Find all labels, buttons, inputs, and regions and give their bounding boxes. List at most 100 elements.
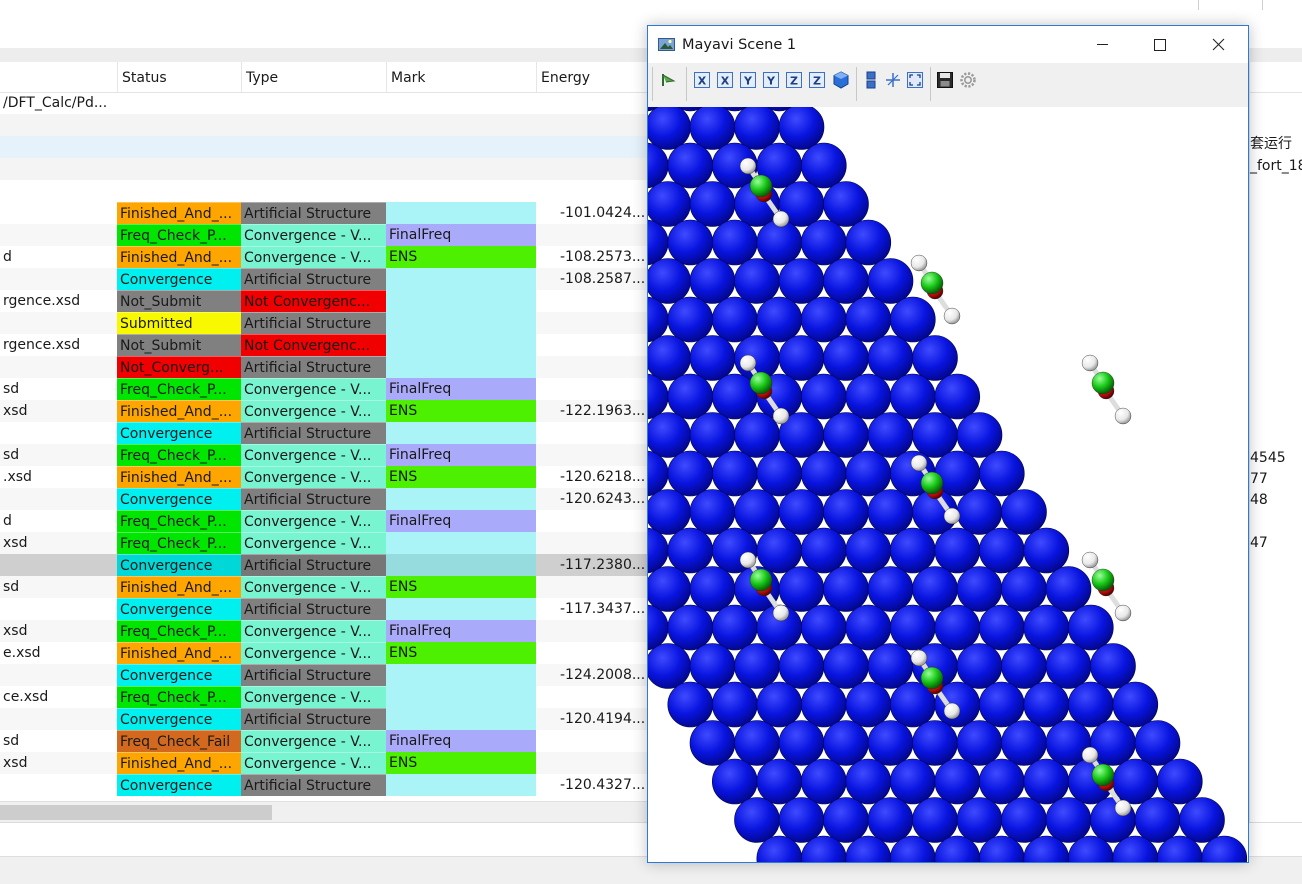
table-row[interactable]: Convergence Artificial Structure -117.3437… — [0, 598, 648, 620]
maximize-button[interactable] — [1131, 26, 1189, 63]
full-screen-button[interactable] — [906, 71, 924, 89]
table-row[interactable]: sd Freq_Check_Fail Convergence - V... Final… — [0, 730, 648, 752]
tree-row[interactable] — [0, 158, 648, 180]
isometric-view-icon — [833, 71, 849, 89]
column-header-energy[interactable]: Energy — [536, 62, 648, 92]
hydrogen-atom — [772, 407, 790, 425]
slab-atom — [648, 335, 691, 381]
table-row[interactable]: rgence.xsd Not_Submit Not Convergenc... — [0, 290, 648, 312]
table-row[interactable]: Convergence Artificial Structure -120.4327… — [0, 774, 648, 796]
name-cell — [0, 312, 117, 334]
mark-cell — [386, 334, 536, 356]
table-row[interactable]: Convergence Artificial Structure -108.2587… — [0, 268, 648, 290]
settings-button[interactable] — [959, 71, 977, 89]
molecular-structure-render[interactable] — [648, 107, 1248, 862]
slab-atom — [689, 107, 736, 150]
type-cell: Artificial Structure — [241, 664, 386, 686]
slab-atom — [1156, 758, 1203, 805]
view-z-minus-button[interactable]: Z — [808, 71, 826, 89]
table-row[interactable]: Convergence Artificial Structure — [0, 422, 648, 444]
table-row[interactable]: Convergence Artificial Structure -120.6243… — [0, 488, 648, 510]
table-row[interactable]: Finished_And_... Artificial Structure -101… — [0, 202, 648, 224]
table-row[interactable]: Submitted Artificial Structure — [0, 312, 648, 334]
slab-atom — [845, 219, 892, 266]
table-row[interactable]: xsd Finished_And_... Convergence - V... ENS… — [0, 400, 648, 422]
name-cell: d — [3, 513, 12, 529]
mark-cell — [386, 488, 536, 510]
toolbar-separator — [856, 67, 857, 101]
table-row[interactable]: sd Finished_And_... Convergence - V... ENS — [0, 576, 648, 598]
status-cell: Freq_Check_P... — [117, 224, 241, 246]
slab-atom — [801, 681, 847, 728]
slab-atom — [1045, 797, 1092, 843]
right-panel-text: 77 — [1250, 471, 1268, 487]
status-cell: Convergence — [117, 774, 241, 796]
3d-scene-view[interactable] — [648, 107, 1248, 862]
job-grid[interactable]: /DFT_Calc/Pd... Finished_And_... Artifici… — [0, 92, 648, 801]
table-row[interactable]: sd Freq_Check_P... Convergence - V... Final… — [0, 378, 648, 400]
name-cell — [0, 224, 117, 246]
slab-atom — [912, 412, 958, 458]
axes-toggle-button[interactable] — [884, 71, 902, 89]
name-cell — [0, 598, 117, 620]
central-atom — [920, 666, 944, 690]
table-row[interactable]: d Finished_And_... Convergence - V... ENS -1… — [0, 246, 648, 268]
view-y-plus-button[interactable]: Y — [739, 71, 757, 89]
table-row[interactable]: ce.xsd Freq_Check_P... Convergence - V... — [0, 686, 648, 708]
slab-atom — [956, 720, 1003, 766]
horizontal-scrollbar[interactable] — [0, 801, 648, 823]
table-row[interactable]: Freq_Check_P... Convergence - V... FinalFr… — [0, 224, 648, 246]
slab-atom — [667, 142, 714, 189]
slab-atom — [734, 720, 780, 766]
slab-atom — [689, 412, 736, 458]
table-row[interactable]: Not_Converg... Artificial Structure — [0, 356, 648, 378]
table-row[interactable]: rgence.xsd Not_Submit Not Convergenc... — [0, 334, 648, 356]
energy-cell: -122.1963... — [560, 403, 646, 419]
table-row[interactable]: d Freq_Check_P... Convergence - V... FinalF… — [0, 510, 648, 532]
energy-cell: -120.6218... — [560, 469, 646, 485]
status-cell: Convergence — [117, 708, 241, 730]
table-row[interactable]: Convergence Artificial Structure -120.4194… — [0, 708, 648, 730]
slab-atom — [956, 797, 1003, 843]
slab-atom — [801, 604, 847, 651]
column-header-type[interactable]: Type — [241, 62, 386, 92]
slab-atom — [1112, 758, 1159, 805]
isometric-view-button[interactable] — [832, 71, 850, 89]
table-row[interactable]: Convergence Artificial Structure -117.2380… — [0, 554, 648, 576]
table-row[interactable]: xsd Freq_Check_P... Convergence - V... — [0, 532, 648, 554]
tree-row[interactable]: /DFT_Calc/Pd... — [0, 92, 648, 114]
pipeline-button[interactable] — [660, 71, 678, 89]
energy-cell — [536, 312, 648, 334]
scrollbar-thumb[interactable] — [0, 805, 272, 820]
parallel-projection-button[interactable] — [862, 71, 880, 89]
column-header-status[interactable]: Status — [117, 62, 241, 92]
tree-row[interactable] — [0, 180, 648, 202]
view-x-minus-button[interactable]: X — [716, 71, 734, 89]
slab-atom — [1023, 527, 1070, 574]
adsorbate-molecule — [739, 551, 790, 622]
mark-cell — [386, 268, 536, 290]
view-z-plus-button[interactable]: Z — [785, 71, 803, 89]
table-row[interactable]: e.xsd Finished_And_... Convergence - V... E… — [0, 642, 648, 664]
save-button[interactable] — [936, 71, 954, 89]
tree-path-label: /DFT_Calc/Pd... — [3, 95, 108, 111]
view-y-minus-button[interactable]: Y — [762, 71, 780, 89]
close-button[interactable] — [1189, 26, 1247, 63]
energy-cell: -117.2380... — [560, 557, 646, 573]
slab-atom — [667, 296, 714, 343]
table-row[interactable]: .xsd Finished_And_... Convergence - V... EN… — [0, 466, 648, 488]
view-x-plus-button[interactable]: X — [693, 71, 711, 89]
column-header-mark[interactable]: Mark — [386, 62, 536, 92]
table-row[interactable]: sd Freq_Check_P... Convergence - V... Final… — [0, 444, 648, 466]
tree-row[interactable] — [0, 114, 648, 136]
table-row[interactable]: xsd Finished_And_... Convergence - V... ENS — [0, 752, 648, 774]
slab-atom — [934, 527, 981, 574]
table-row[interactable]: Convergence Artificial Structure -124.2008… — [0, 664, 648, 686]
table-row[interactable]: xsd Freq_Check_P... Convergence - V... Fina… — [0, 620, 648, 642]
minimize-button[interactable] — [1073, 26, 1131, 63]
tree-row[interactable] — [0, 136, 648, 158]
mark-cell — [386, 664, 536, 686]
title-bar[interactable]: Mayavi Scene 1 — [648, 26, 1248, 63]
